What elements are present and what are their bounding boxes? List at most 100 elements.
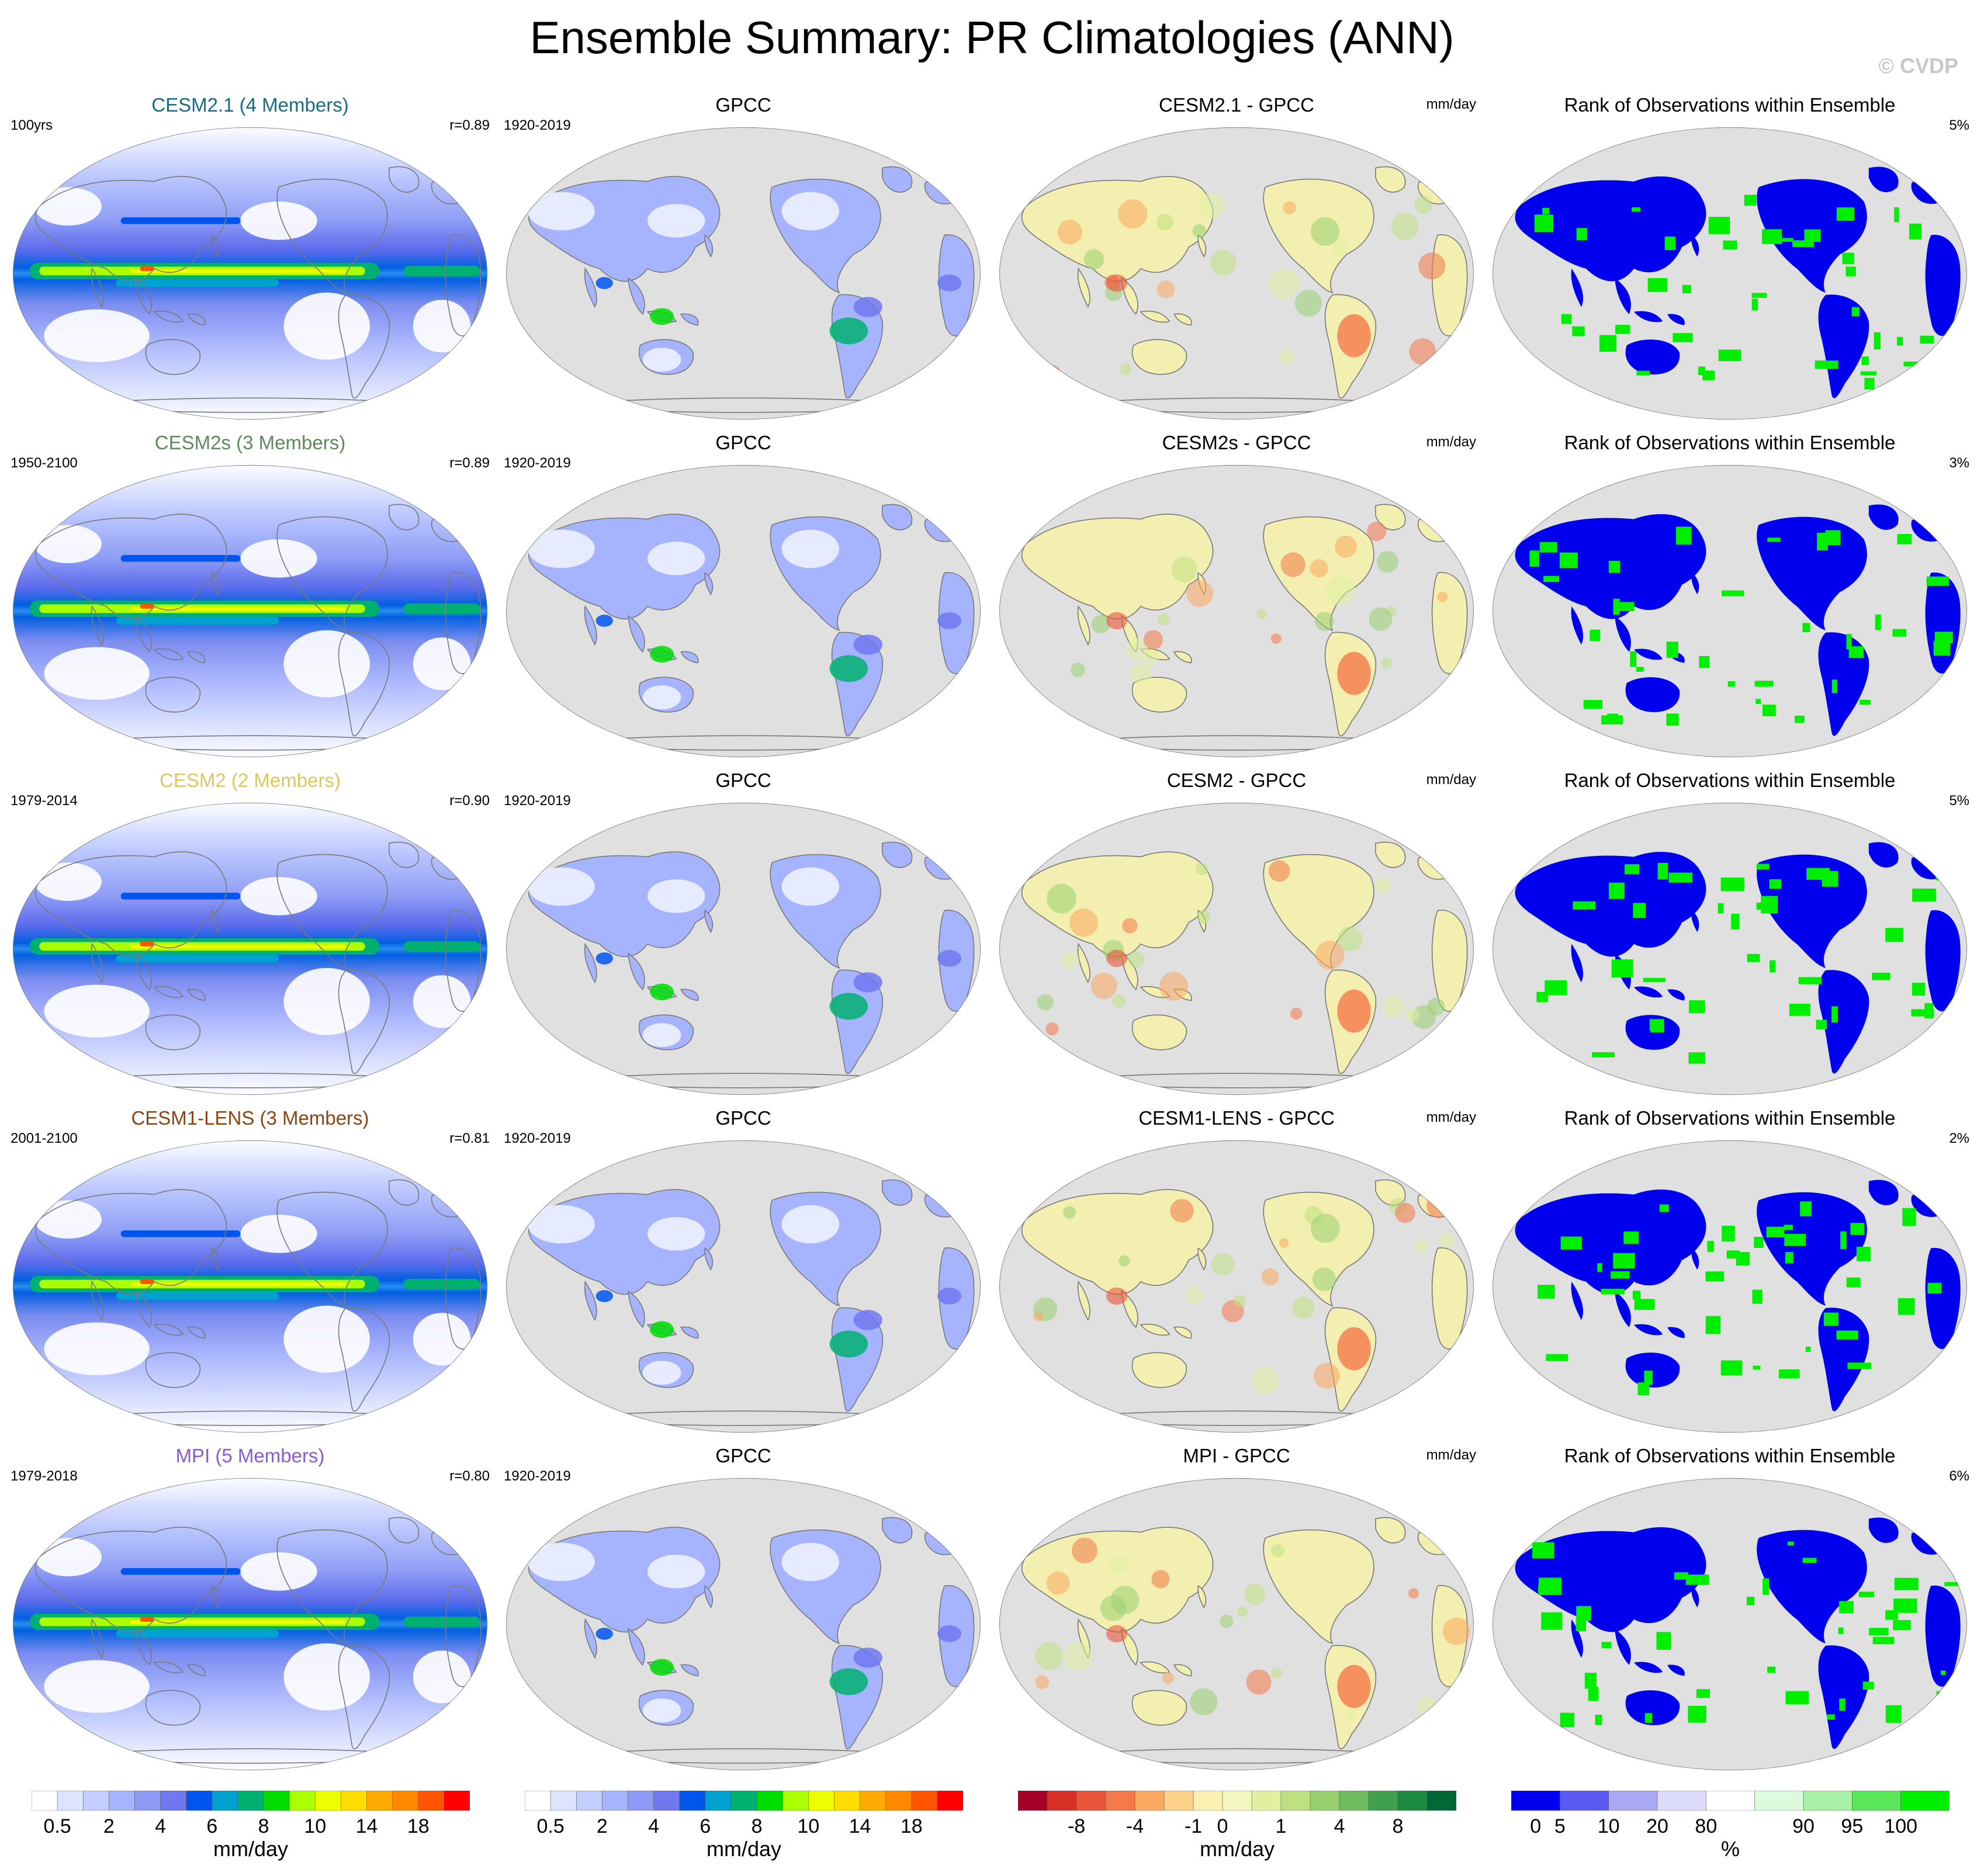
rank-high-cell — [1864, 377, 1875, 390]
ocean — [506, 127, 981, 420]
dry-zone — [413, 975, 471, 1028]
continent-outline — [187, 313, 206, 326]
continent-outline — [445, 910, 482, 1012]
dry-region — [528, 529, 595, 568]
colorbar-tick-label: 10 — [304, 1815, 327, 1837]
continent-outline — [704, 234, 714, 258]
colorbar-swatch — [186, 1791, 213, 1811]
bias-patch — [1295, 289, 1322, 317]
rank-high-cell — [1846, 1277, 1861, 1288]
rank-high-cell — [1794, 715, 1805, 723]
colorbar: -8 -4 -1 0 1 4 8 mm/day — [1018, 1791, 1456, 1872]
rank-high-cell — [1754, 681, 1774, 687]
continent-outline — [1515, 176, 1706, 282]
colorbar-tick-label: 18 — [407, 1815, 430, 1837]
continent-outline — [153, 310, 184, 323]
bias-patch — [1312, 1267, 1336, 1291]
rank-high-cell — [1613, 598, 1620, 615]
continent-outline — [338, 1307, 390, 1412]
rank-high-cell — [1705, 1271, 1725, 1282]
bias-patch — [1280, 552, 1306, 577]
bias-patch — [1192, 224, 1207, 238]
rank-high-cell — [1872, 972, 1890, 980]
colorbar-swatch — [1018, 1791, 1048, 1811]
continent-outline — [1634, 1662, 1663, 1673]
continent-outline — [680, 651, 699, 664]
bias-patch — [1110, 1586, 1140, 1615]
rank-high-cell — [1541, 1612, 1563, 1630]
panel-obs: GPCC 1920-2019 — [504, 431, 983, 763]
rank-high-cell — [1545, 980, 1567, 996]
storm-track — [120, 555, 241, 562]
panel-title: MPI (5 Members) — [175, 1445, 325, 1466]
rank-high-cell — [1633, 903, 1646, 918]
map-model — [13, 802, 487, 1095]
rank-high-cell — [1559, 552, 1578, 568]
bias-patch — [1335, 535, 1357, 558]
dry-region — [648, 542, 705, 575]
rank-high-cell — [1784, 1225, 1793, 1230]
dry-zone — [283, 1643, 370, 1711]
continent-outline — [1140, 1661, 1171, 1674]
panel-title: CESM1-LENS - GPCC — [1138, 1107, 1335, 1129]
colorbar-tick-label: 6 — [700, 1815, 711, 1837]
bias-patch — [1091, 615, 1110, 634]
continent-outline — [1173, 1326, 1192, 1339]
bias-patch — [1070, 663, 1085, 677]
panel-title: CESM2 (2 Members) — [160, 769, 341, 791]
wet-region — [829, 317, 868, 345]
continent-outline — [91, 942, 104, 984]
continent-outline — [388, 1179, 420, 1206]
colorbar-swatch — [1193, 1791, 1223, 1811]
bias-patch — [1405, 1008, 1419, 1022]
continent-outline — [1021, 851, 1214, 958]
rank-high-cell — [1632, 207, 1641, 212]
continent-outline — [881, 166, 913, 193]
continent-outline — [628, 277, 645, 315]
continent-outline — [1515, 1190, 1706, 1295]
rank-high-cell — [1583, 700, 1603, 709]
continent-outline — [187, 651, 206, 664]
atlantic-itcz — [403, 603, 480, 614]
colorbar: 0 5 10 20 80 90 95 100% — [1511, 1791, 1950, 1872]
colorbar-swatch — [82, 1791, 110, 1811]
bias-patch — [1233, 1294, 1247, 1308]
bias-patch — [1063, 1206, 1076, 1219]
dry-region — [528, 867, 595, 906]
rank-high-cell — [1898, 1298, 1915, 1315]
continent-outline — [680, 1326, 699, 1339]
colorbar-swatch — [1560, 1791, 1609, 1811]
continent-outline — [1571, 944, 1584, 983]
panel-title: MPI - GPCC — [1183, 1445, 1290, 1466]
dry-region — [781, 867, 839, 906]
continent-outline — [1077, 1280, 1090, 1322]
continent-outline — [881, 1517, 913, 1544]
map-rank — [1493, 1140, 1967, 1433]
bias-patch — [1046, 1571, 1070, 1595]
rank-high-cell — [1611, 1271, 1630, 1279]
dry-region — [648, 204, 705, 238]
bias-patch — [1337, 926, 1363, 952]
itcz-peak — [130, 606, 346, 611]
continent-outline — [704, 571, 714, 596]
rank-high-cell — [1718, 903, 1724, 914]
map-layer — [13, 802, 487, 1095]
continent-outline — [211, 1247, 220, 1271]
rank-high-cell — [1673, 332, 1693, 342]
bias-patch — [1171, 556, 1197, 582]
colorbar-swatch — [730, 1791, 757, 1811]
bias-patch — [1409, 338, 1436, 365]
colorbar-swatch — [1076, 1791, 1106, 1811]
continent-outline — [1757, 1530, 1867, 1643]
rank-high-cell — [1831, 679, 1837, 693]
bias-patch — [1271, 1544, 1284, 1558]
rank-high-cell — [1572, 326, 1585, 337]
continent-outline — [134, 615, 152, 653]
ocean — [999, 464, 1474, 758]
bias-patch — [1418, 252, 1446, 280]
continent-outline — [1431, 572, 1468, 674]
cvdp-logo: © CVDP — [1878, 54, 1958, 78]
rank-high-cell — [1752, 1289, 1763, 1304]
rank-high-cell — [1861, 356, 1869, 365]
rank-high-cell — [1547, 1052, 1560, 1056]
